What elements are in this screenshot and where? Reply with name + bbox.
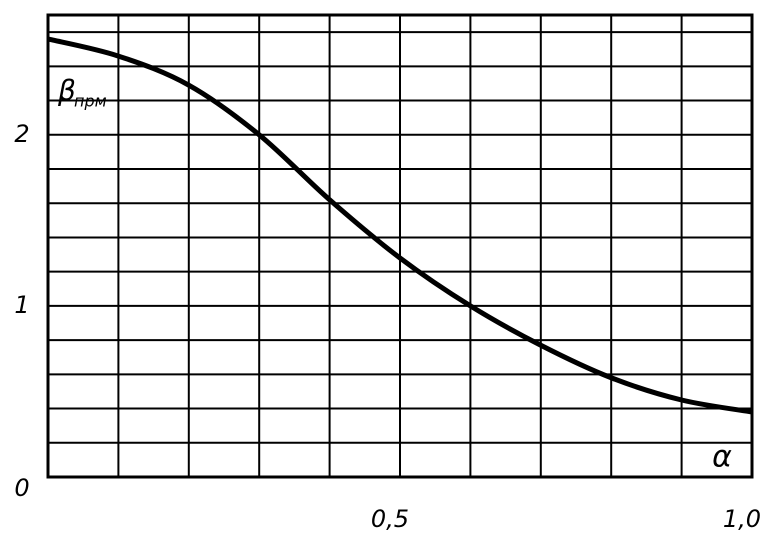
y-tick-label: 0 [14, 474, 29, 502]
x-tick-label: 0,5 [371, 505, 409, 533]
x-axis-label: α [712, 440, 732, 475]
y-tick-label: 2 [14, 120, 29, 148]
y-axis-label: β [57, 74, 76, 107]
plot-border [46, 13, 754, 479]
y-axis-label-subscript: прм [74, 92, 107, 111]
data-line [47, 36, 753, 415]
x-tick-label: 1,0 [723, 505, 761, 533]
y-tick-label: 1 [14, 291, 29, 319]
